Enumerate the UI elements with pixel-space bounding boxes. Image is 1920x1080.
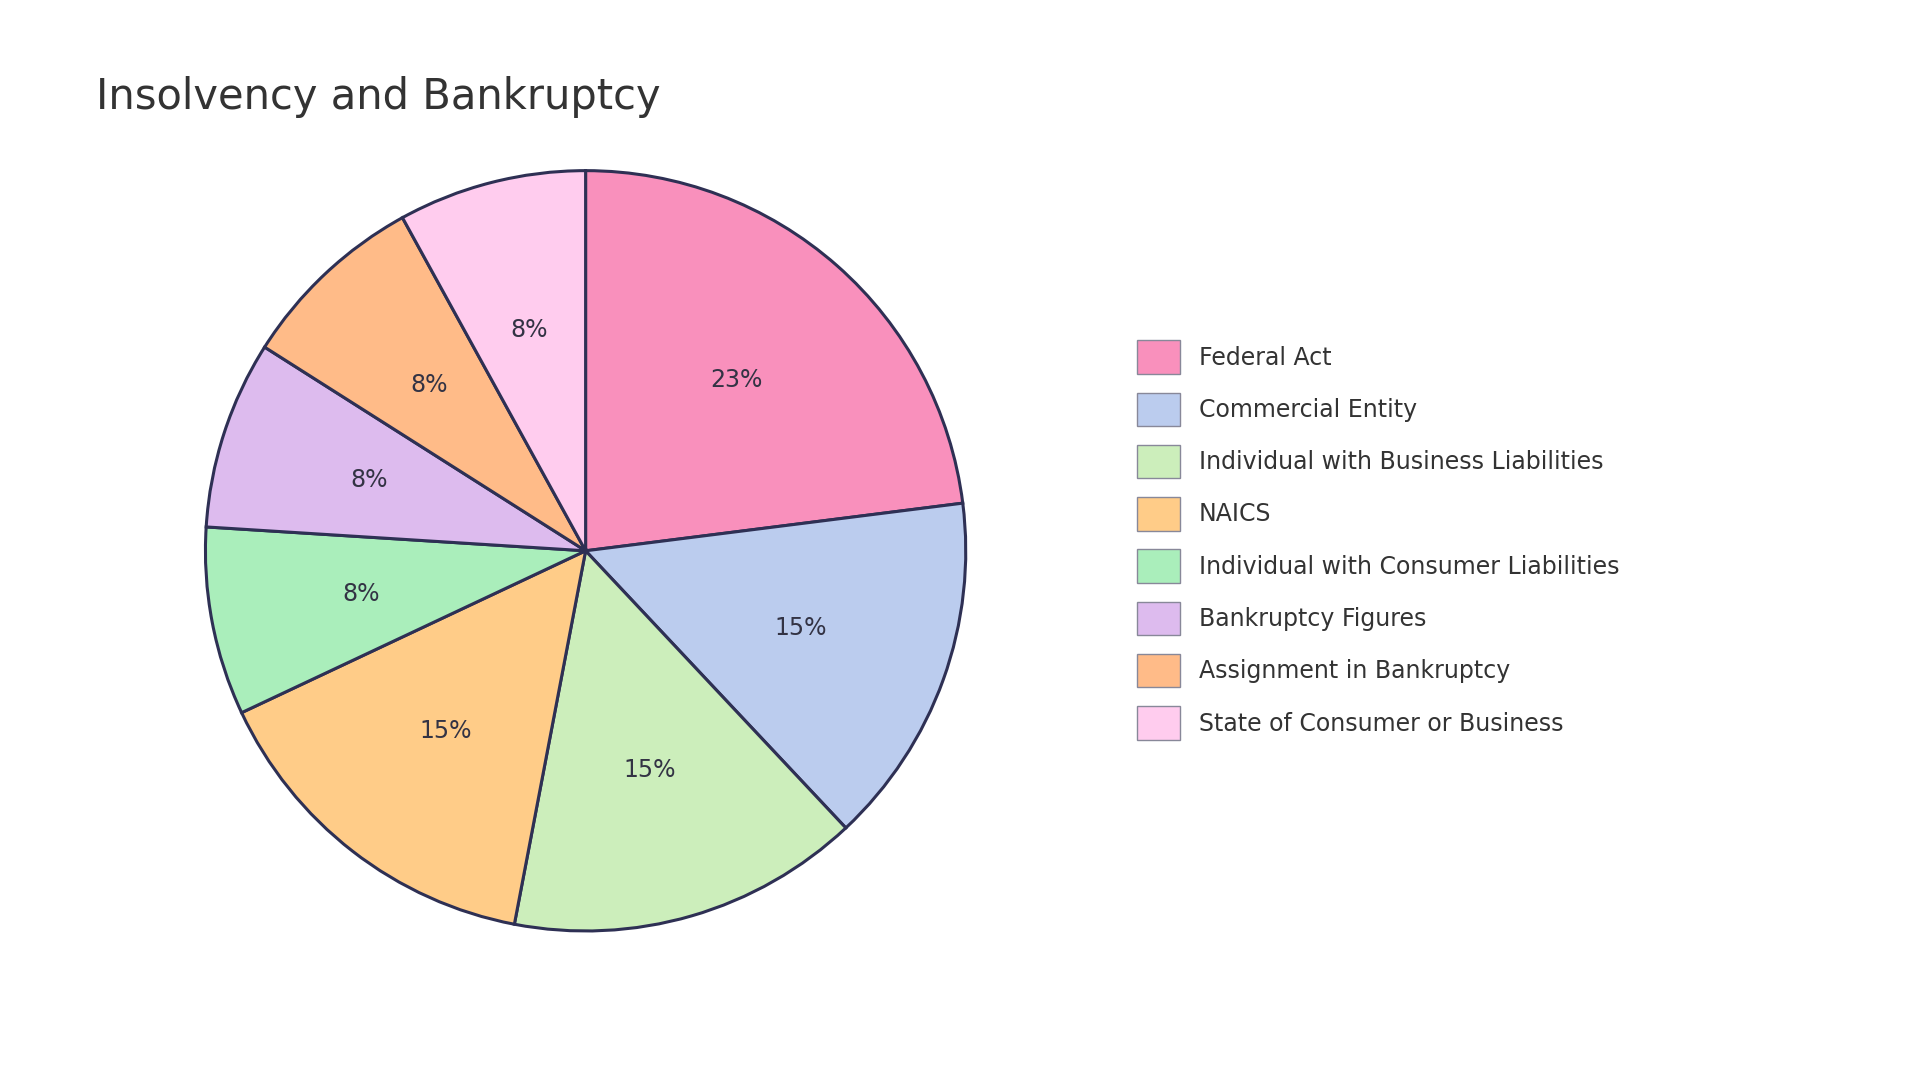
Wedge shape [515, 551, 847, 931]
Text: 15%: 15% [420, 719, 472, 743]
Text: 8%: 8% [511, 318, 547, 342]
Text: 15%: 15% [774, 616, 826, 640]
Wedge shape [265, 218, 586, 551]
Wedge shape [242, 551, 586, 924]
Wedge shape [403, 171, 586, 551]
Legend: Federal Act, Commercial Entity, Individual with Business Liabilities, NAICS, Ind: Federal Act, Commercial Entity, Individu… [1125, 328, 1630, 752]
Text: Insolvency and Bankruptcy: Insolvency and Bankruptcy [96, 76, 660, 118]
Text: 8%: 8% [349, 469, 388, 492]
Wedge shape [586, 503, 966, 828]
Text: 23%: 23% [710, 367, 762, 392]
Text: 15%: 15% [622, 758, 676, 782]
Wedge shape [586, 171, 962, 551]
Wedge shape [205, 527, 586, 713]
Text: 8%: 8% [411, 373, 447, 396]
Text: 8%: 8% [344, 581, 380, 606]
Wedge shape [205, 347, 586, 551]
